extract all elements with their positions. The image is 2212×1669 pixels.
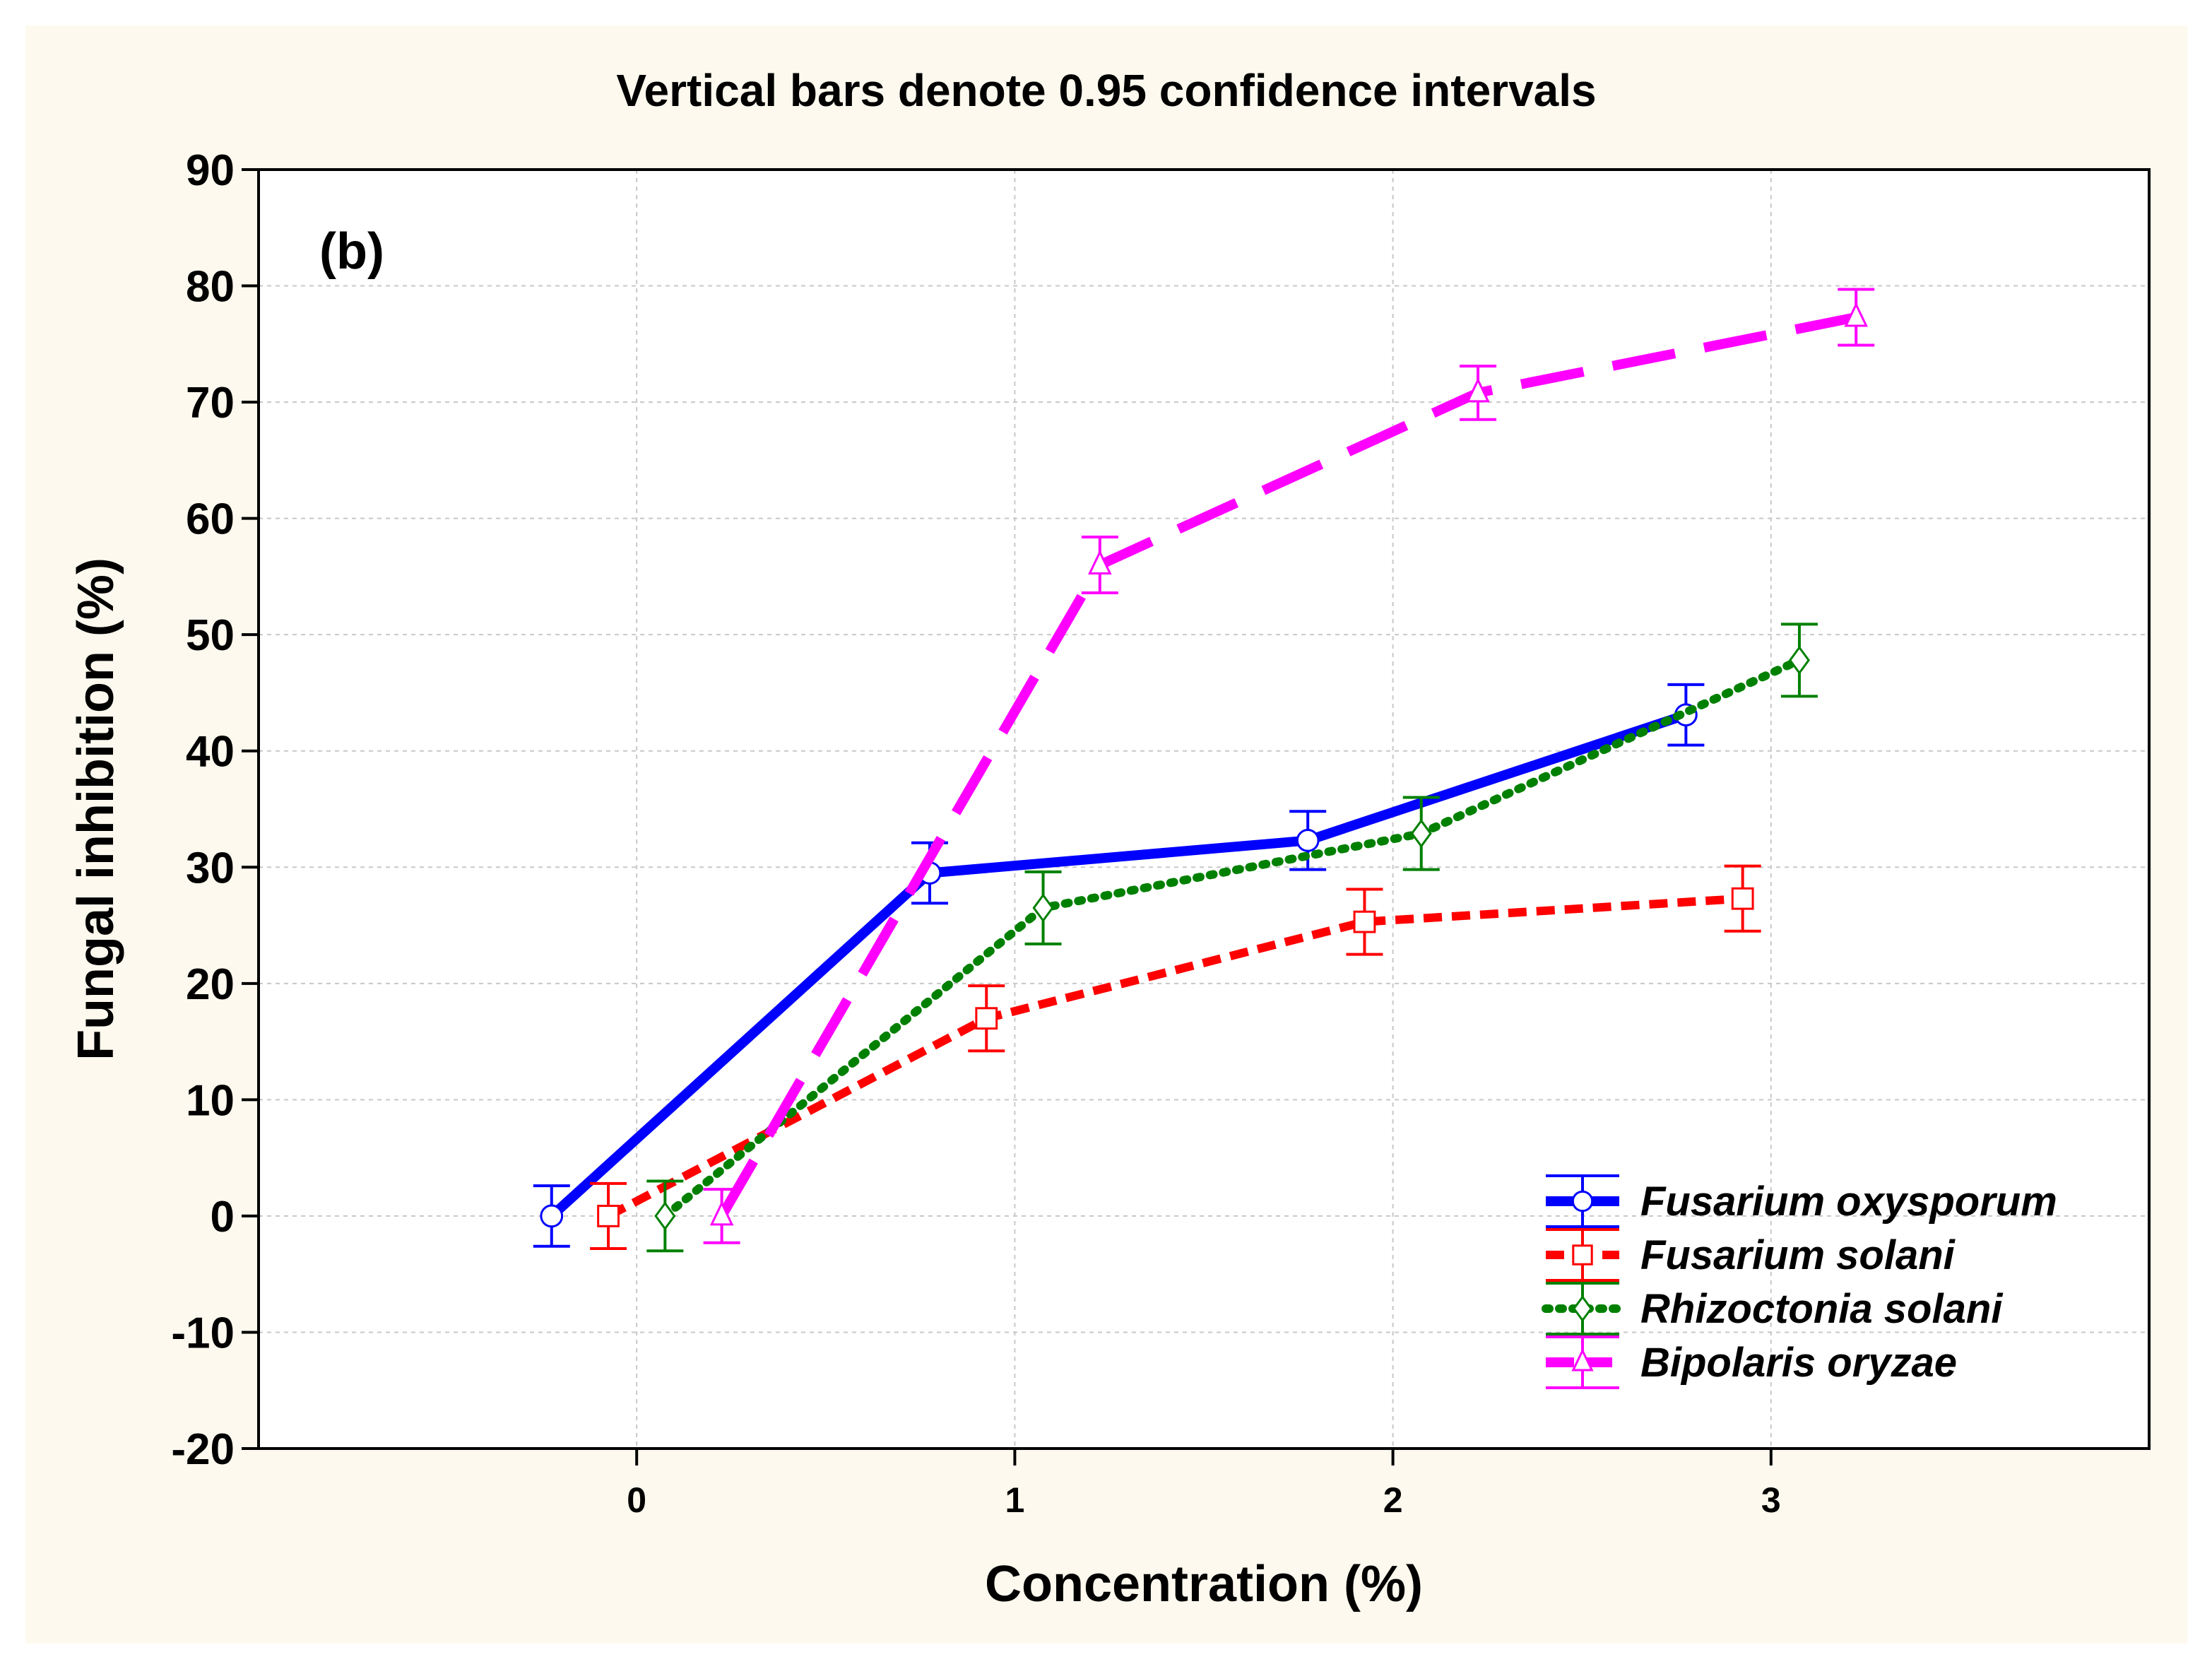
axis-ticks: -20 -10 0 10 20 30 40 50 60 70 80 90 0 1 2 3 [171,146,1780,1520]
series-line [548,710,1688,1220]
diamond-marker [1788,645,1810,675]
diamond-marker [1032,893,1054,923]
square-marker [597,1205,620,1227]
triangle-marker [1466,377,1490,403]
y-tick-label: 50 [186,611,235,660]
legend: Fusarium oxysporum Fusarium solani Rhizoct… [1542,1174,2057,1389]
legend-item: Fusarium solani [1546,1228,1956,1282]
x-tick-label: 1 [1005,1480,1024,1520]
y-tick-label: 10 [186,1076,235,1125]
series-rhizoctonia-solani [646,623,1818,1253]
y-tick-label: 40 [186,728,235,777]
panel-label: (b) [319,223,384,280]
circle-marker [1571,1190,1594,1213]
circle-marker [540,1204,564,1228]
y-tick-label: 30 [186,844,235,892]
square-marker [975,1007,998,1030]
y-tick-label: 20 [186,960,235,1009]
plot-area [259,170,2149,1449]
y-tick-label: -20 [171,1425,235,1474]
x-axis-label: Concentration (%) [985,1556,1423,1612]
x-tick-label: 2 [1383,1480,1403,1520]
plot-frame [257,168,2151,1450]
diamond-marker [1410,819,1432,849]
y-tick-label: 70 [186,379,235,427]
series-fusarium-solani [590,864,1761,1250]
diamond-marker [1573,1294,1592,1323]
y-axis-label: Fungal inhibition (%) [68,558,124,1061]
legend-label: Bipolaris oryzae [1640,1340,1957,1386]
legend-label: Rhizoctonia solani [1640,1286,2004,1332]
series-fusarium-oxysporum [533,683,1705,1248]
series-bipolaris-oryzae [703,288,1875,1244]
legend-item: Fusarium oxysporum [1546,1174,2057,1228]
x-tick-label: 0 [627,1480,646,1520]
triangle-marker [1088,549,1112,574]
series [533,288,1875,1253]
y-tick-label: -10 [171,1309,235,1357]
circle-marker [1296,829,1320,852]
x-tick-label: 3 [1761,1480,1781,1520]
square-marker [1572,1244,1593,1266]
triangle-marker [1844,302,1869,327]
y-tick-label: 90 [186,146,235,195]
y-tick-label: 80 [186,263,235,312]
y-tick-label: 0 [211,1193,235,1242]
series-line [661,656,1804,1220]
square-marker [1353,910,1376,933]
legend-label: Fusarium oxysporum [1640,1179,2057,1225]
y-tick-label: 60 [186,495,235,544]
legend-item: Bipolaris oryzae [1546,1335,1957,1389]
series-line [606,894,1744,1220]
series-line [717,312,1857,1219]
square-marker [1731,887,1754,910]
triangle-marker [709,1201,734,1226]
legend-label: Fusarium solani [1640,1232,1956,1278]
triangle-marker [1571,1348,1594,1372]
diamond-marker [654,1201,676,1231]
chart-title: Vertical bars denote 0.95 confidence int… [616,65,1596,116]
legend-item: Rhizoctonia solani [1542,1282,2004,1335]
